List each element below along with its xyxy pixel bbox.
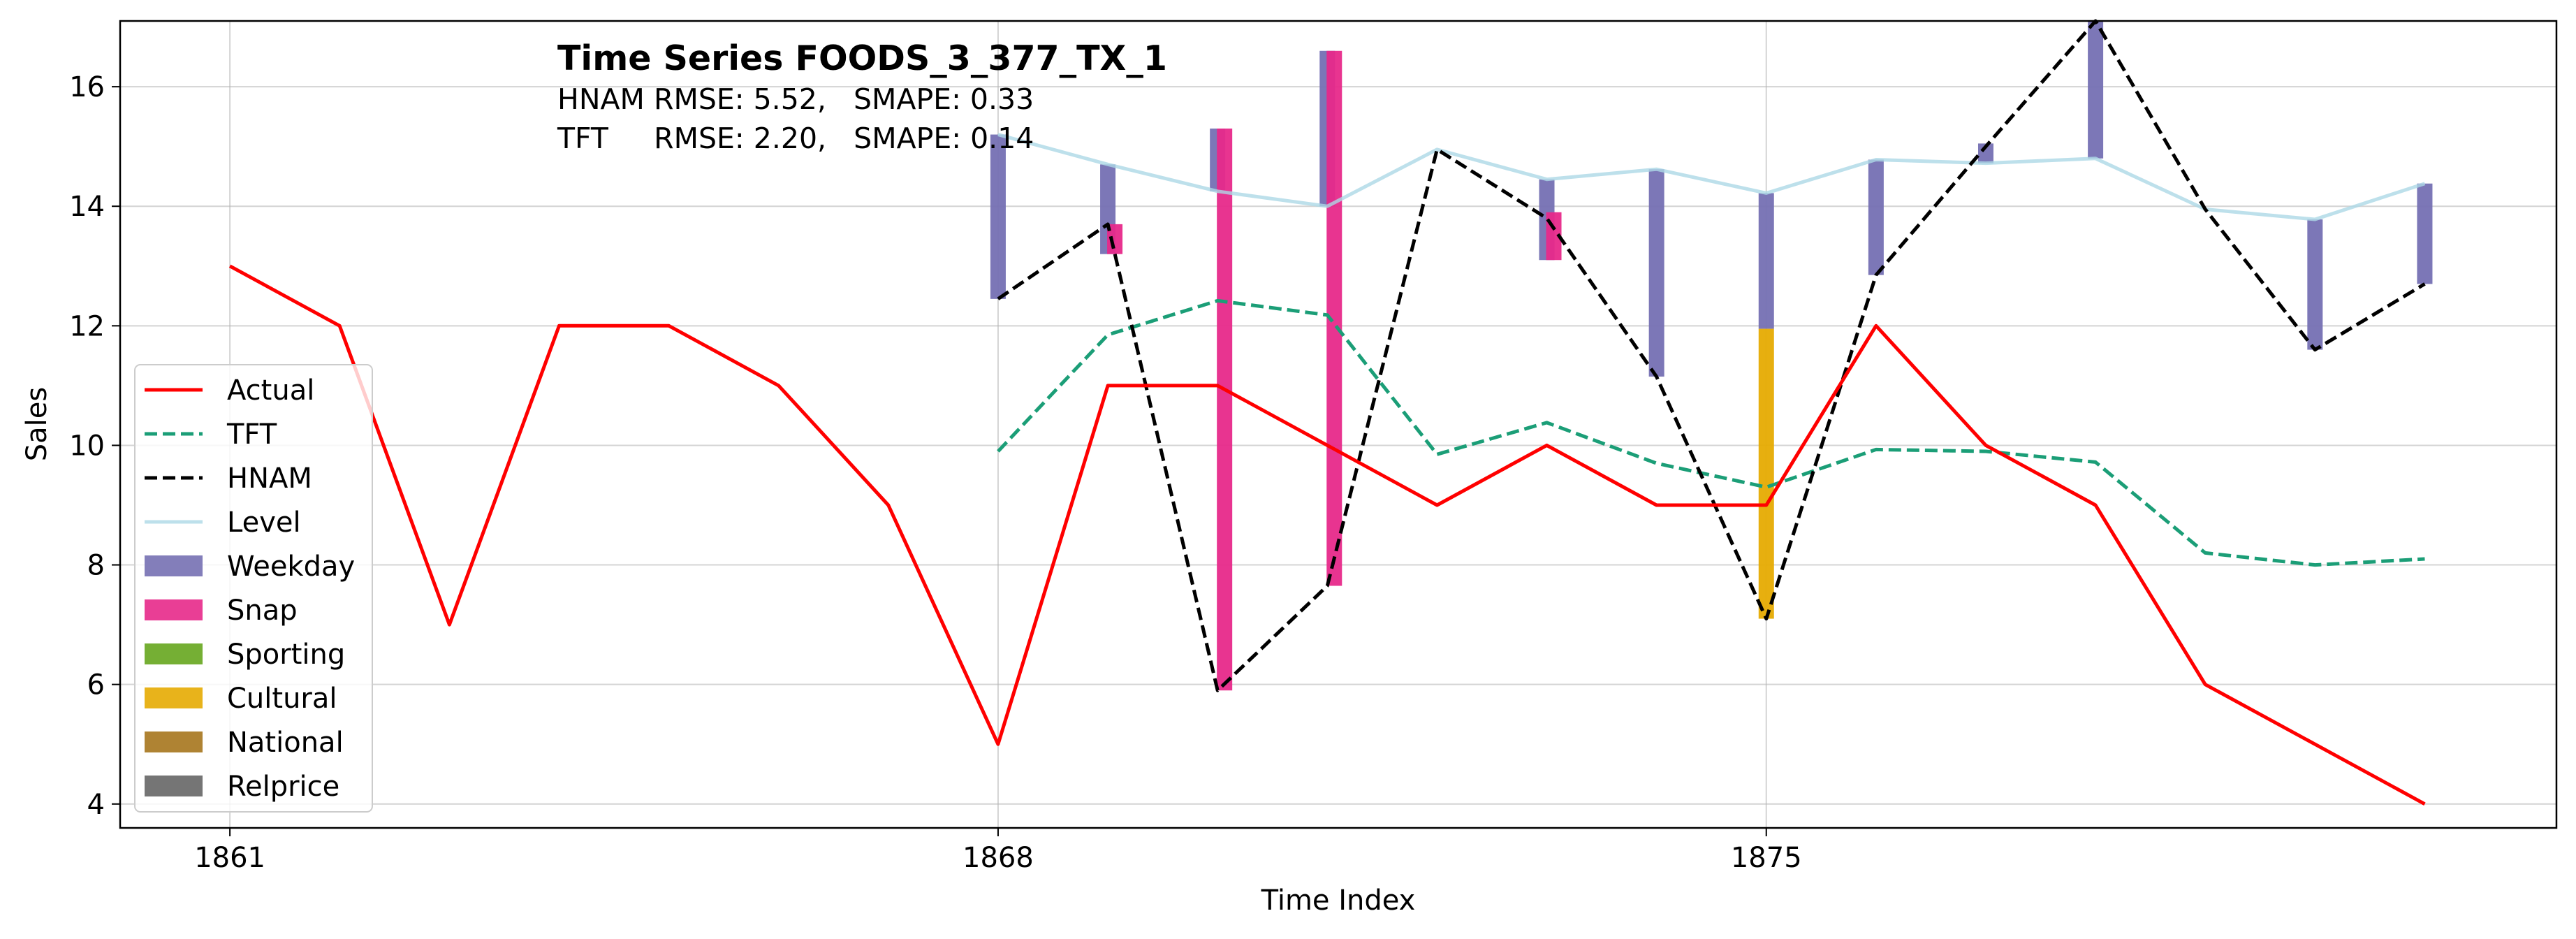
legend-label-level: Level: [227, 507, 301, 539]
component-bar-weekday: [1648, 169, 1664, 377]
legend-label-actual: Actual: [227, 374, 314, 407]
component-bar-snap: [1217, 129, 1233, 691]
legend: Actual TFT HNAM Level Weekday Snap Sporting Cul…: [134, 364, 373, 813]
component-bar-weekday: [2088, 21, 2104, 159]
component-bars: [990, 21, 2433, 691]
y-tick-label: 14: [69, 191, 105, 223]
legend-label-tft: TFT: [226, 418, 277, 451]
component-bar-cultural: [1758, 328, 1774, 619]
axis-ticks: 1861 1868 1875 4 6 8 10 12 14 16: [69, 71, 1802, 874]
legend-swatch-sporting: [145, 643, 203, 664]
y-axis-label: Sales: [21, 387, 53, 461]
series-lines: [228, 19, 2426, 806]
x-tick-label: 1861: [194, 842, 265, 874]
legend-label-national: National: [227, 727, 344, 759]
y-tick-label: 4: [87, 789, 105, 821]
y-tick-label: 10: [69, 430, 105, 462]
component-bar-weekday: [990, 134, 1006, 299]
component-bar-weekday: [2307, 219, 2323, 350]
legend-swatch-weekday: [145, 555, 203, 576]
chart-title: Time Series FOODS_3_377_TX_1: [557, 38, 1167, 78]
legend-swatch-snap: [145, 599, 203, 620]
subtitle-line-hnam: HNAM RMSE: 5.52, SMAPE: 0.33: [557, 82, 1034, 116]
plot-frame: [119, 20, 2558, 829]
legend-swatch-cultural: [145, 687, 203, 708]
series-line-level: [997, 133, 2426, 221]
series-line-actual: [228, 264, 2426, 806]
x-axis-label: Time Index: [1261, 885, 1416, 917]
legend-swatch-national: [145, 731, 203, 752]
subtitle-line-tft: TFT RMSE: 2.20, SMAPE: 0.14: [557, 122, 1034, 155]
x-tick-label: 1875: [1731, 842, 1802, 874]
legend-label-cultural: Cultural: [227, 683, 337, 715]
series-line-hnam: [997, 19, 2426, 692]
component-bar-weekday: [2417, 183, 2433, 284]
component-bar-weekday: [1758, 193, 1774, 329]
component-bar-weekday: [1868, 159, 1884, 275]
legend-label-relprice: Relprice: [227, 771, 339, 803]
legend-swatch-relprice: [145, 776, 203, 796]
series-line-tft: [997, 298, 2425, 567]
y-tick-label: 16: [69, 71, 105, 103]
component-bar-snap: [1107, 224, 1123, 254]
legend-label-weekday: Weekday: [227, 551, 355, 583]
y-tick-label: 6: [87, 669, 105, 701]
legend-label-snap: Snap: [227, 595, 298, 627]
y-tick-label: 8: [87, 550, 105, 582]
y-tick-label: 12: [69, 310, 105, 342]
x-tick-label: 1868: [963, 842, 1034, 874]
legend-label-sporting: Sporting: [227, 639, 345, 671]
legend-label-hnam: HNAM: [227, 463, 312, 495]
